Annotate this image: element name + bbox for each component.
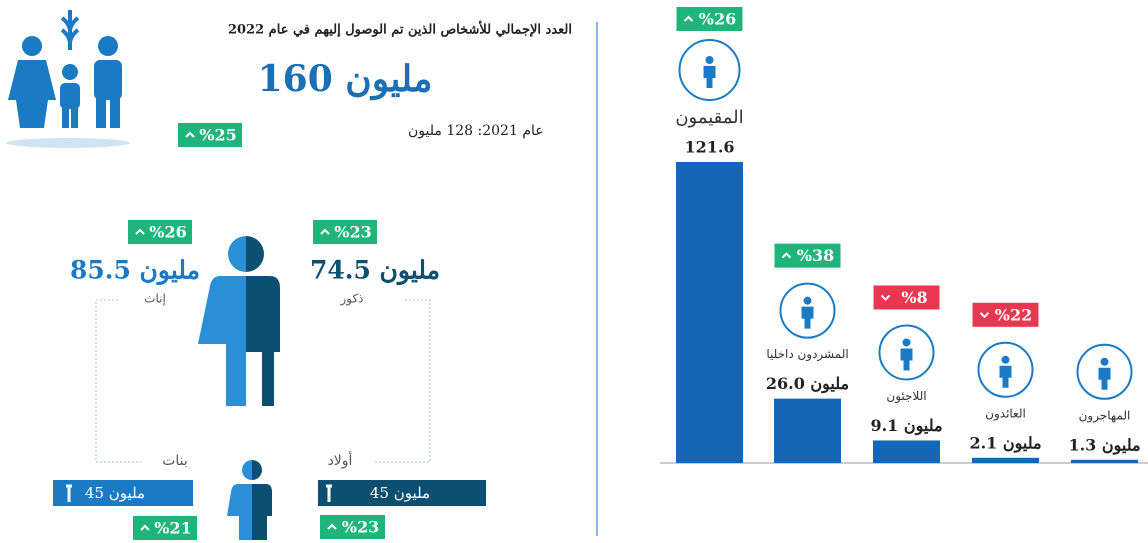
total-value: 160 مليون [258, 58, 433, 101]
category-label: المشردون داخليا [766, 347, 848, 362]
bar [972, 458, 1039, 463]
girls-value: 45 مليون [85, 484, 145, 502]
boys-label: أولاد [328, 451, 353, 469]
summary-title: العدد الإجمالي للأشخاص الذين تم الوصول إ… [228, 21, 572, 38]
bar [774, 399, 841, 463]
family-icon [6, 10, 130, 148]
males-value: 74.5 مليون [310, 256, 440, 286]
child-icon [227, 460, 272, 540]
change-label: %8 [901, 288, 927, 307]
category-label: المهاجرون [1079, 408, 1131, 423]
category-icon [804, 297, 812, 305]
category-label: المقيمون [675, 107, 743, 128]
bar [1071, 460, 1138, 463]
bracket [96, 300, 141, 462]
change-label: %38 [797, 246, 834, 265]
change-label: %23 [334, 223, 371, 242]
boys-value: 45 مليون [370, 484, 430, 502]
category-icon [1002, 356, 1010, 364]
change-label: %23 [342, 518, 379, 537]
bar [873, 440, 940, 463]
category-icon [903, 338, 911, 346]
value-label: 121.6 [684, 138, 734, 157]
category-icon [1101, 358, 1109, 366]
bracket [330, 300, 430, 462]
value-label: 2.1 مليون [969, 433, 1041, 453]
value-label: 9.1 مليون [870, 416, 942, 436]
category-label: العائدون [985, 406, 1026, 421]
adult-icon [198, 236, 280, 406]
females-label: إناث [144, 292, 166, 306]
change-label: %22 [995, 305, 1032, 324]
value-label: 26.0 مليون [766, 374, 849, 394]
category-label: اللاجئون [886, 389, 926, 404]
category-icon [706, 56, 714, 64]
change-label: %25 [199, 126, 236, 145]
change-label: %26 [699, 10, 736, 29]
females-value: 85.5 مليون [70, 256, 200, 286]
girls-label: بنات [162, 453, 188, 469]
value-label: 1.3 مليون [1068, 435, 1140, 455]
males-label: ذكور [339, 292, 363, 307]
change-label: %26 [149, 223, 186, 242]
infographic: العدد الإجمالي للأشخاص الذين تم الوصول إ… [0, 0, 1148, 543]
previous-year: عام 2021: 128 مليون [408, 123, 544, 139]
change-label: %21 [154, 519, 191, 538]
bar [676, 162, 743, 463]
